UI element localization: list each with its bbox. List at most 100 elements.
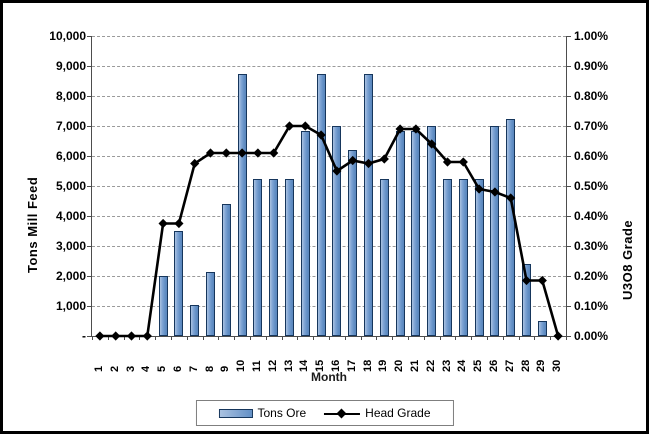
y-tick-label-right: 0.10%: [574, 299, 609, 313]
x-tick-label-2: 2: [108, 365, 121, 372]
h-gridline: [92, 156, 566, 157]
x-tick: [392, 336, 394, 340]
diamond-marker-month-5: [158, 218, 168, 229]
h-gridline: [92, 246, 566, 247]
bar-month-19: [379, 178, 389, 336]
x-tick: [171, 336, 172, 340]
x-tick-label-17: 17: [345, 359, 358, 372]
x-tick: [107, 336, 109, 340]
y-tick-label-left: 1,000: [55, 299, 86, 313]
y-tick-label-left: 3,000: [55, 239, 86, 253]
x-tick-label-13: 13: [282, 359, 295, 372]
y-tick-left: [87, 96, 92, 97]
x-tick-label-9: 9: [219, 365, 232, 372]
y-tick-left: [87, 126, 92, 127]
x-tick: [408, 336, 409, 340]
y-tick-right: [566, 96, 571, 97]
x-tick-label-26: 26: [487, 359, 500, 372]
y-tick-label-right: 0.40%: [574, 209, 609, 223]
x-tick-label-30: 30: [551, 359, 564, 372]
y-tick-right: [566, 216, 571, 217]
y-tick-left: [87, 336, 92, 337]
x-tick-label-27: 27: [503, 359, 516, 372]
y-tick-label-right: 0.30%: [574, 239, 609, 253]
x-tick: [123, 336, 125, 340]
x-tick: [487, 336, 488, 340]
y-tick-right: [566, 336, 571, 337]
bar-month-28: [522, 264, 531, 336]
x-tick: [234, 336, 236, 340]
legend-item-head-grade: Head Grade: [324, 406, 431, 420]
x-tick-label-5: 5: [156, 365, 169, 372]
y-tick-label-left: 8,000: [55, 89, 86, 103]
y-tick-label-left: 4,000: [55, 209, 86, 223]
diamond-marker-month-13: [284, 121, 295, 131]
x-tick: [265, 336, 267, 340]
y-tick-left: [87, 246, 92, 247]
x-tick-label-18: 18: [361, 359, 374, 372]
x-tick: [550, 336, 552, 340]
bar-month-15: [316, 73, 326, 336]
h-gridline: [92, 96, 566, 97]
legend-label-head-grade: Head Grade: [365, 406, 431, 420]
x-tick: [92, 336, 93, 340]
y-tick-label-right: 0.20%: [574, 269, 609, 283]
diamond-marker-month-11: [253, 148, 263, 158]
legend-item-tons-ore: Tons Ore: [218, 406, 306, 420]
diamond-marker-month-4: [142, 331, 152, 341]
bar-month-27: [506, 118, 516, 336]
y-tick-right: [566, 126, 571, 127]
x-tick: [155, 336, 157, 340]
diamond-marker-month-6: [174, 218, 184, 229]
bar-month-25: [474, 178, 484, 336]
x-tick-label-11: 11: [250, 360, 263, 372]
y-tick-label-right: 0.70%: [574, 119, 609, 133]
head-grade-line: [95, 121, 563, 341]
bar-month-5: [158, 276, 168, 336]
diamond-marker-month-18: [363, 158, 374, 169]
x-tick: [439, 336, 441, 340]
bar-month-24: [458, 178, 468, 336]
y-tick-left: [87, 276, 92, 277]
plot-area: [87, 36, 571, 341]
diamond-marker-month-3: [126, 331, 137, 341]
y-tick-right: [566, 246, 571, 247]
bar-month-11: [253, 178, 263, 336]
h-gridline: [92, 216, 566, 217]
bar-month-18: [364, 73, 373, 336]
y-tick-label-right: 0.00%: [574, 329, 609, 343]
bar-month-22: [427, 126, 437, 336]
x-tick-label-6: 6: [171, 365, 184, 372]
x-tick: [471, 336, 473, 340]
diamond-marker-month-20: [395, 124, 405, 134]
diamond-marker-month-2: [111, 331, 121, 341]
y-tick-label-left: 6,000: [55, 149, 86, 163]
x-tick: [250, 336, 251, 340]
y-tick-left: [87, 36, 92, 37]
bar-swatch-icon: [218, 408, 253, 418]
y-tick-label-right: 0.50%: [574, 179, 609, 193]
x-tick: [534, 336, 536, 340]
diamond-marker-month-17: [348, 155, 358, 166]
x-tick: [313, 336, 315, 340]
x-axis-title: Month: [311, 370, 347, 384]
diamond-marker-month-7: [190, 158, 200, 169]
bar-month-6: [174, 231, 184, 336]
bar-month-9: [221, 204, 231, 336]
x-tick: [344, 336, 346, 340]
y-tick-label-left: 2,000: [55, 269, 86, 283]
diamond-marker-month-30: [553, 331, 563, 341]
y-tick-label-left: 10,000: [49, 29, 86, 43]
x-tick: [360, 336, 362, 340]
diamond-marker-month-10: [237, 148, 247, 158]
x-tick: [186, 336, 188, 340]
h-gridline: [92, 306, 566, 307]
y-tick-right: [566, 306, 571, 307]
y-tick-right: [566, 66, 571, 67]
h-gridline: [92, 276, 566, 277]
x-tick-label-20: 20: [393, 359, 406, 372]
x-tick-label-29: 29: [535, 359, 548, 372]
x-tick: [376, 336, 378, 340]
diamond-marker-month-14: [300, 121, 310, 131]
